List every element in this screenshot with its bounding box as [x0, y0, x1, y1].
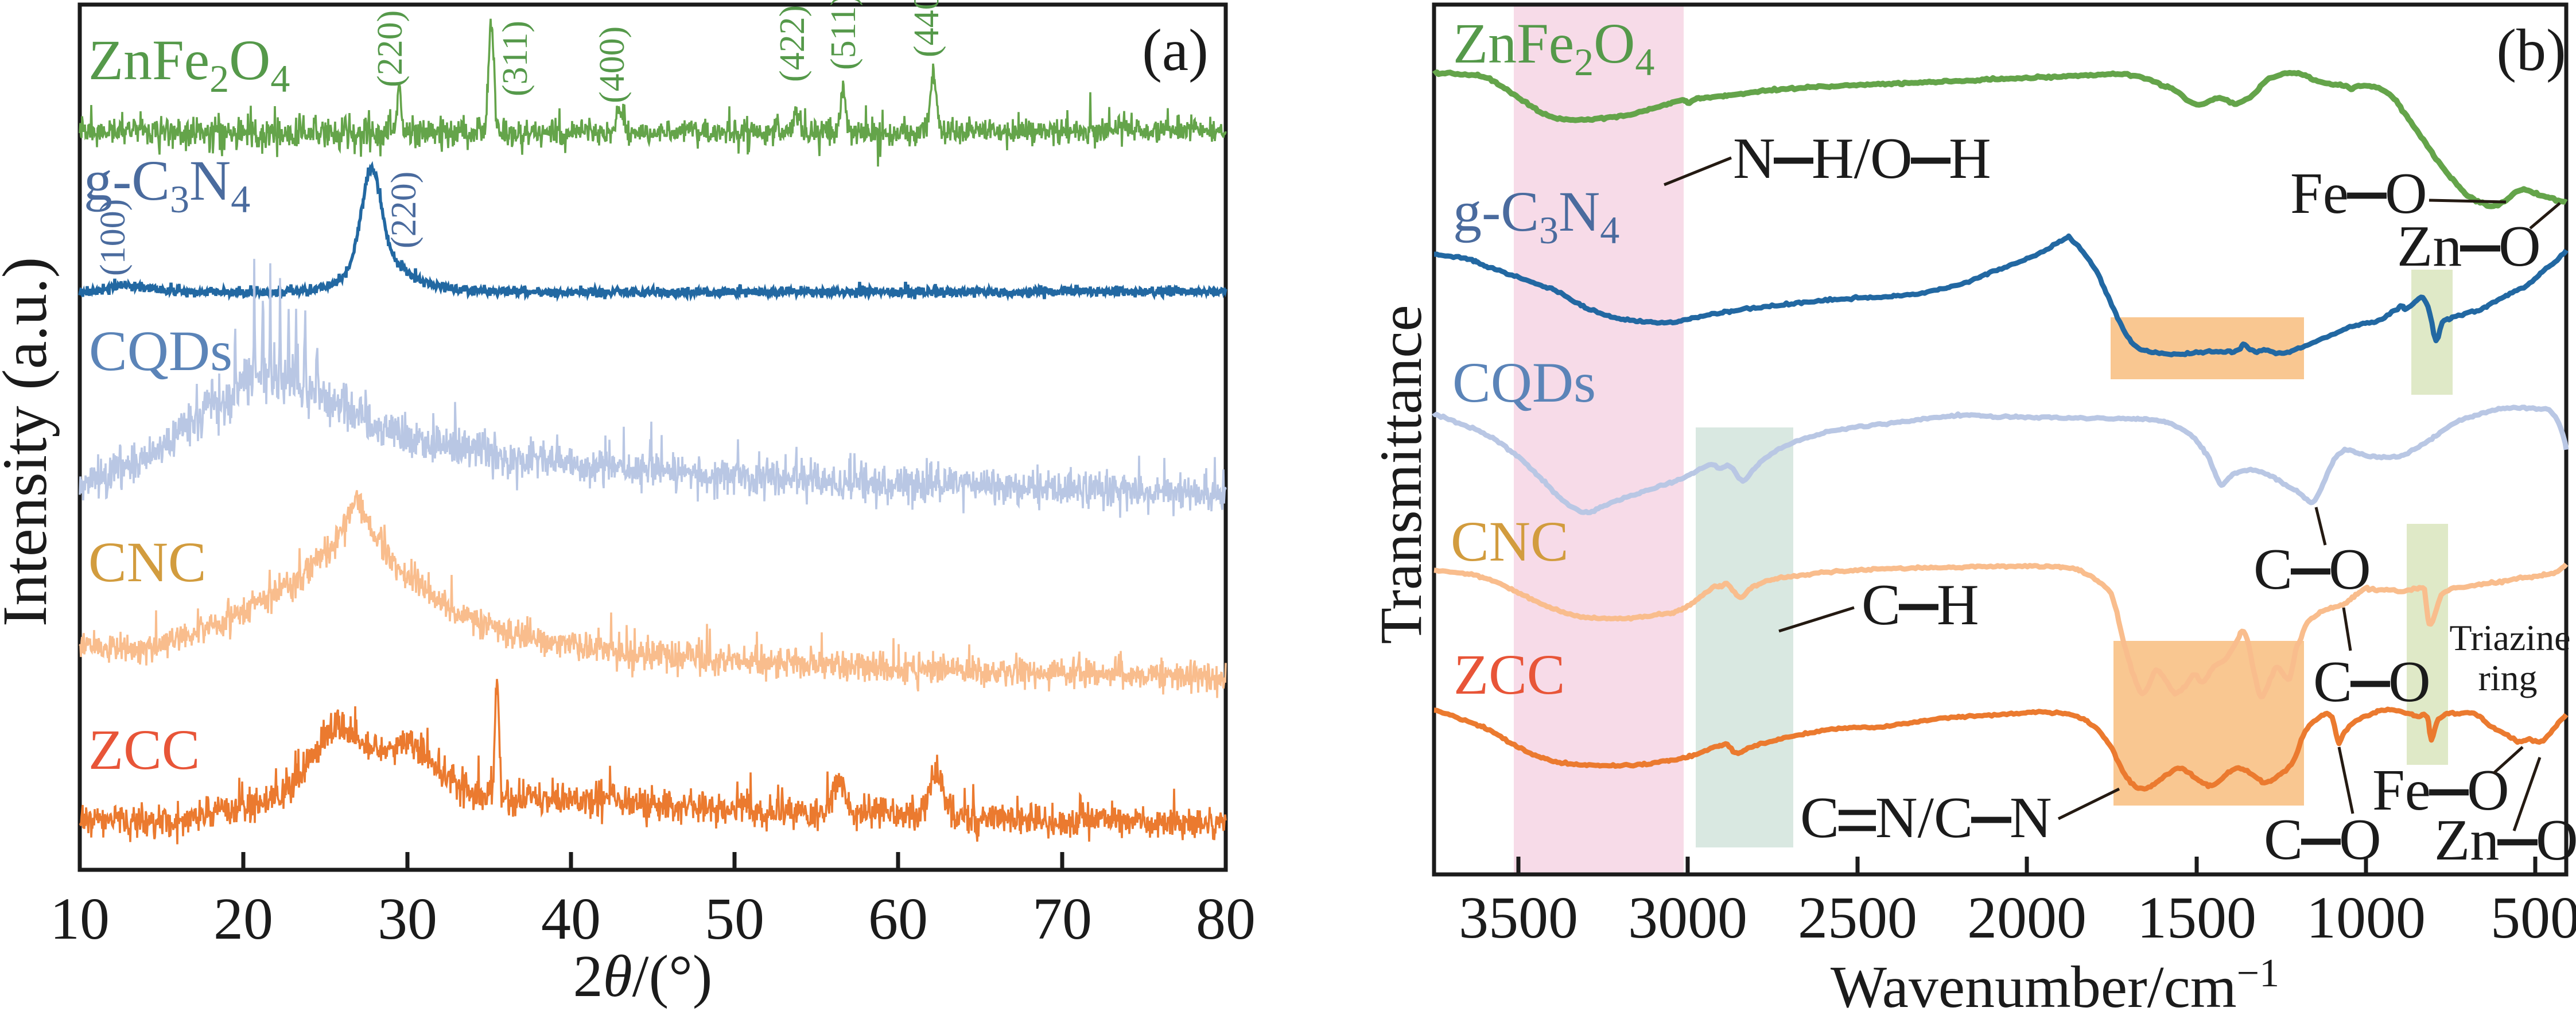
- svg-text:ring: ring: [2478, 658, 2537, 698]
- svg-text:CNC: CNC: [88, 530, 207, 594]
- svg-text:50: 50: [705, 886, 764, 952]
- svg-text:80: 80: [1196, 886, 1256, 952]
- svg-text:C: C: [1862, 573, 1901, 637]
- svg-text:H/O: H/O: [1812, 126, 1913, 191]
- svg-text:C: C: [2264, 807, 2303, 872]
- svg-text:O: O: [2329, 537, 2371, 602]
- svg-text:1500: 1500: [2137, 885, 2256, 951]
- svg-text:3500: 3500: [1459, 885, 1578, 951]
- svg-text:O: O: [2467, 758, 2509, 823]
- svg-text:40: 40: [541, 886, 601, 952]
- svg-text:N: N: [2010, 785, 2052, 850]
- svg-text:Zn: Zn: [2397, 214, 2462, 279]
- svg-text:ZnFe2O4: ZnFe2O4: [88, 28, 290, 100]
- svg-text:(b): (b): [2496, 17, 2566, 83]
- svg-text:H: H: [1949, 126, 1991, 191]
- svg-text:2500: 2500: [1798, 885, 1917, 951]
- svg-text:10: 10: [50, 886, 110, 952]
- svg-text:g-C3N4: g-C3N4: [84, 149, 250, 221]
- svg-text:g-C3N4: g-C3N4: [1453, 180, 1619, 252]
- svg-text:H: H: [1937, 573, 1979, 637]
- svg-text:70: 70: [1032, 886, 1092, 952]
- svg-text:(a): (a): [1142, 17, 1208, 83]
- svg-text:3000: 3000: [1628, 885, 1747, 951]
- svg-text:N: N: [1733, 126, 1775, 191]
- svg-text:Wavenumber/cm−1: Wavenumber/cm−1: [1831, 951, 2279, 1019]
- svg-text:60: 60: [868, 886, 928, 952]
- svg-text:ZnFe2O4: ZnFe2O4: [1453, 11, 1654, 84]
- svg-text:C: C: [2313, 649, 2352, 714]
- svg-text:(100): (100): [94, 199, 133, 276]
- svg-text:C: C: [1800, 785, 1839, 850]
- svg-text:(422): (422): [773, 5, 812, 82]
- svg-text:500: 500: [2490, 885, 2576, 951]
- svg-text:(440): (440): [907, 0, 946, 57]
- svg-text:(311): (311): [496, 21, 535, 96]
- svg-text:ZCC: ZCC: [88, 718, 200, 781]
- svg-text:C: C: [2253, 537, 2293, 602]
- svg-text:Fe: Fe: [2372, 758, 2431, 823]
- svg-text:2000: 2000: [1967, 885, 2087, 951]
- svg-text:30: 30: [378, 886, 437, 952]
- svg-text:1000: 1000: [2306, 885, 2426, 951]
- svg-text:Triazine: Triazine: [2450, 617, 2571, 658]
- svg-text:O: O: [2339, 807, 2381, 872]
- svg-text:CNC: CNC: [1451, 510, 1569, 573]
- svg-text:20: 20: [213, 886, 273, 952]
- svg-text:(220): (220): [384, 172, 423, 248]
- svg-text:(511): (511): [824, 0, 863, 70]
- svg-text:Zn: Zn: [2434, 808, 2499, 873]
- svg-text:ZCC: ZCC: [1454, 643, 1565, 706]
- svg-text:(400): (400): [593, 26, 632, 103]
- svg-text:CQDs: CQDs: [1452, 351, 1596, 414]
- svg-text:2θ/(°): 2θ/(°): [573, 943, 713, 1009]
- svg-text:CQDs: CQDs: [89, 319, 232, 383]
- svg-text:O: O: [2388, 649, 2431, 714]
- svg-text:O: O: [2385, 161, 2427, 226]
- svg-text:Transmittance: Transmittance: [1368, 305, 1434, 644]
- svg-text:O: O: [2536, 808, 2576, 873]
- svg-text:Fe: Fe: [2290, 161, 2349, 226]
- svg-text:N/C: N/C: [1875, 785, 1973, 850]
- svg-text:(220): (220): [371, 10, 410, 87]
- svg-text:Intensity (a.u.): Intensity (a.u.): [0, 257, 60, 627]
